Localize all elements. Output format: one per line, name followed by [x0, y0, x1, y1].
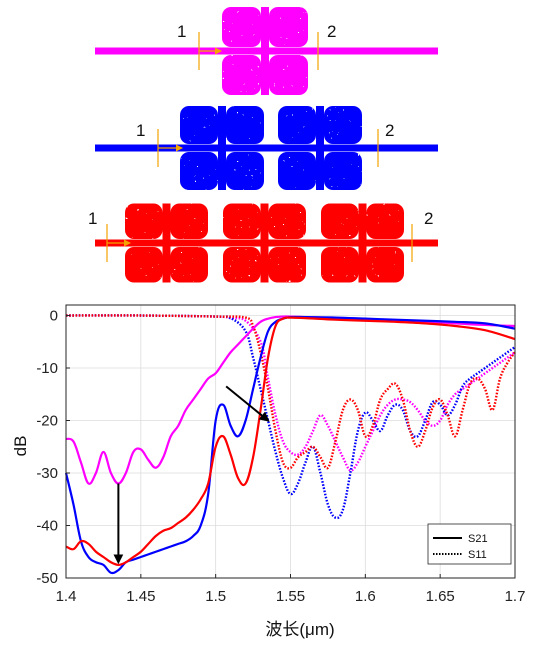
- y-tick-label: -30: [36, 465, 58, 482]
- device-2-port-out-label: 2: [385, 121, 394, 140]
- annotation-arrow-2: [225, 385, 270, 422]
- x-tick-label: 1.55: [276, 588, 305, 605]
- cell-cross-horizontal: [125, 240, 208, 246]
- series-s21-device-2: [64, 315, 516, 575]
- cell-cross-horizontal: [278, 145, 362, 151]
- cell-quadrant: [223, 247, 261, 283]
- cell-quadrant: [222, 7, 261, 47]
- y-tick-label: -40: [36, 518, 58, 535]
- cell-quadrant: [226, 106, 264, 144]
- y-tick-label: -20: [36, 413, 58, 430]
- cell-quadrant: [324, 106, 362, 144]
- cell-quadrant: [180, 106, 218, 144]
- metamaterial-cell: [180, 106, 264, 190]
- metamaterial-cell: [321, 203, 404, 283]
- s-parameter-chart: 1.4 1.45 1.5 1.55 1.6 1.65 1.7 0 -10 -20 -30 -40 -50…: [11, 304, 525, 639]
- x-tick-label: 1.5: [205, 588, 226, 605]
- legend-box: [427, 523, 512, 565]
- device-1-port-out-label: 2: [327, 22, 336, 41]
- cell-cross-horizontal: [180, 145, 264, 151]
- metamaterial-cell: [223, 203, 306, 283]
- cell-quadrant: [366, 247, 404, 283]
- series-layer: [64, 314, 516, 575]
- metamaterial-cell: [222, 7, 308, 95]
- cell-quadrant: [269, 55, 308, 95]
- cell-quadrant: [321, 203, 359, 239]
- x-tick-label: 1.6: [355, 588, 376, 605]
- legend: S21 S11: [427, 523, 512, 565]
- legend-s11-label: S11: [468, 549, 487, 561]
- annotation-arrows: [113, 385, 270, 565]
- legend-s21-label: S21: [468, 533, 488, 545]
- ticks: 1.4 1.45 1.5 1.55 1.6 1.65 1.7 0 -10 -20 -30 -40 -50: [36, 308, 525, 606]
- cell-cross-horizontal: [321, 240, 404, 246]
- device-3-port-in-label: 1: [88, 209, 97, 228]
- cell-quadrant: [223, 203, 261, 239]
- y-tick-label: 0: [50, 308, 58, 325]
- metamaterial-cell: [125, 203, 208, 283]
- cell-quadrant: [125, 247, 163, 283]
- x-tick-label: 1.65: [426, 588, 455, 605]
- device-2-port-in-label: 1: [136, 121, 145, 140]
- device-schematic-1-cell: [95, 7, 438, 95]
- series-s11-device-3: [65, 314, 516, 470]
- cell-quadrant: [278, 106, 316, 144]
- cell-quadrant: [170, 247, 208, 283]
- cell-cross-horizontal: [223, 240, 306, 246]
- cell-quadrant: [366, 203, 404, 239]
- cell-quadrant: [180, 152, 218, 190]
- series-s11-device-2: [65, 314, 516, 520]
- cell-cross-horizontal: [222, 48, 308, 54]
- series-s21-device-3: [65, 316, 516, 566]
- x-tick-label: 1.45: [126, 588, 155, 605]
- cell-quadrant: [226, 152, 264, 190]
- metamaterial-cell: [278, 106, 362, 190]
- device-schematic-3-cells: [95, 203, 438, 283]
- x-tick-label: 1.4: [56, 588, 77, 605]
- device-1-port-in-label: 1: [177, 22, 186, 41]
- series-s11-device-1: [65, 314, 516, 472]
- y-axis-label: dB: [11, 436, 30, 457]
- device-3-port-out-label: 2: [424, 209, 433, 228]
- cell-quadrant: [268, 203, 306, 239]
- cell-quadrant: [268, 247, 306, 283]
- y-tick-label: -50: [36, 570, 58, 587]
- cell-quadrant: [278, 152, 316, 190]
- cell-quadrant: [324, 152, 362, 190]
- x-tick-label: 1.7: [505, 588, 526, 605]
- cell-quadrant: [170, 203, 208, 239]
- cell-quadrant: [269, 7, 308, 47]
- y-tick-label: -10: [36, 360, 58, 377]
- cell-quadrant: [222, 55, 261, 95]
- cell-quadrant: [125, 203, 163, 239]
- cell-quadrant: [321, 247, 359, 283]
- device-schematic-2-cells: [95, 106, 438, 190]
- x-axis-label: 波长(μm): [265, 620, 334, 639]
